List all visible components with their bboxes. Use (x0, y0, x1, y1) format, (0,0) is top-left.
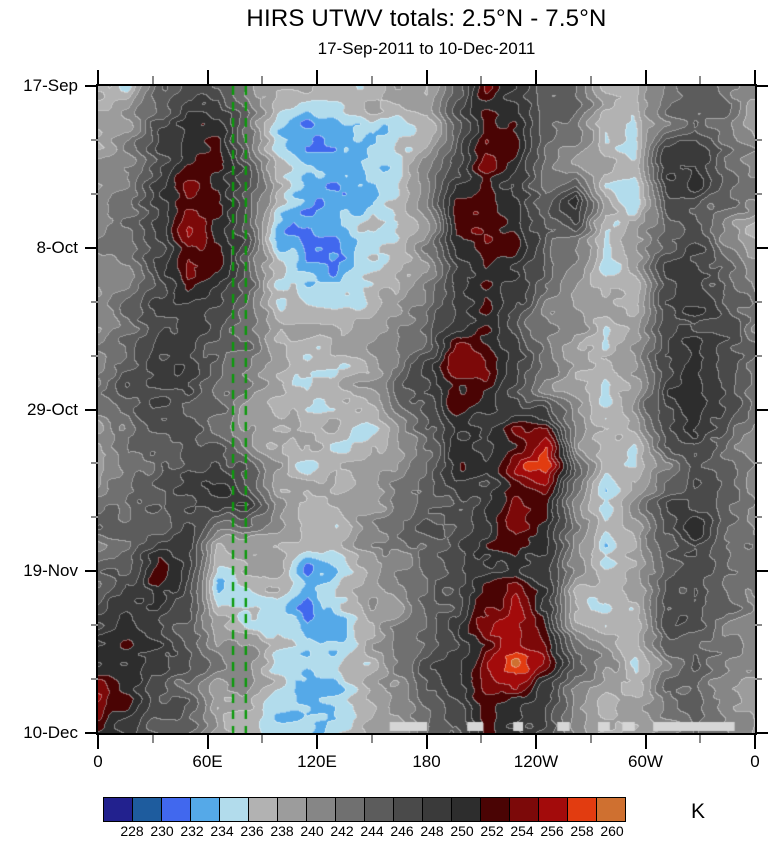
colorbar-swatch (277, 797, 307, 822)
x-axis-major-tick (97, 735, 99, 749)
x-axis-top-major-tick (206, 70, 209, 84)
x-axis-minor-tick (370, 735, 373, 743)
colorbar-cells (103, 797, 645, 822)
colorbar-swatch (248, 797, 278, 822)
colorbar-swatch (364, 797, 394, 822)
x-axis-tick-label: 0 (750, 752, 760, 771)
y-axis-right-major-tick (755, 246, 768, 249)
x-axis-major-tick (535, 735, 537, 749)
y-axis-right-major-tick (755, 732, 768, 734)
y-axis-tick-label: 19-Nov (23, 561, 78, 581)
x-axis-top-major-tick (754, 70, 756, 84)
colorbar-swatch (422, 797, 452, 822)
y-axis-right-minor-tick (755, 192, 762, 195)
y-axis-minor-tick (91, 678, 98, 681)
x-axis-major-tick (316, 735, 318, 749)
x-axis-tick-label: 180 (412, 752, 441, 771)
x-axis-top-major-tick (316, 70, 318, 84)
y-axis-right-major-tick (755, 85, 768, 87)
y-axis-tick-label: 17-Sep (23, 76, 78, 95)
x-axis-top-minor-tick (370, 76, 373, 84)
x-axis-minor-tick (589, 735, 592, 743)
colorbar-swatch (451, 797, 481, 822)
y-axis-major-tick (85, 732, 98, 734)
x-axis-tick-label: 120E (297, 752, 337, 771)
colorbar-unit-label: K (690, 800, 705, 823)
colorbar-tick-label: 260 (600, 823, 624, 839)
y-axis-right-minor-tick (755, 516, 762, 519)
colorbar-swatch (480, 797, 510, 822)
x-axis-minor-tick (699, 735, 702, 743)
y-axis-right-minor-tick (755, 354, 762, 357)
chart-subtitle: 17-Sep-2011 to 10-Dec-2011 (317, 39, 536, 58)
x-axis-tick-label: 120W (513, 752, 559, 771)
x-axis-top-minor-tick (151, 76, 154, 84)
y-axis-right-major-tick (755, 570, 768, 573)
colorbar-swatch (335, 797, 365, 822)
colorbar-swatch (161, 797, 191, 822)
y-axis-right-minor-tick (755, 300, 762, 303)
colorbar: 228 230 232 234 236 238 240 242 244 246 248 250 252 2… (103, 797, 645, 857)
x-axis-tick-label: 60W (628, 752, 663, 771)
heatmap-canvas (98, 86, 755, 733)
y-axis-major-tick (85, 85, 98, 87)
y-axis-minor-tick (91, 138, 98, 141)
plot-area (96, 84, 757, 735)
x-axis-top-minor-tick (699, 76, 702, 84)
x-axis-major-tick (754, 735, 756, 749)
y-axis-minor-tick (91, 300, 98, 303)
x-axis-minor-tick (261, 735, 264, 743)
x-axis-top-major-tick (97, 70, 99, 84)
colorbar-swatch (393, 797, 423, 822)
colorbar-swatch (567, 797, 597, 822)
x-axis-tick-label: 0 (93, 752, 103, 771)
y-axis-major-tick (85, 570, 98, 573)
colorbar-swatch (190, 797, 220, 822)
y-axis-tick-label: 10-Dec (23, 723, 78, 742)
y-axis-minor-tick (91, 354, 98, 357)
x-axis-minor-tick (151, 735, 154, 743)
colorbar-swatch (219, 797, 249, 822)
x-axis-tick-label: 60E (192, 752, 223, 771)
y-axis-minor-tick (91, 516, 98, 519)
y-axis-right-minor-tick (755, 138, 762, 141)
y-axis-tick-label: 29-Oct (26, 399, 78, 419)
x-axis-top-major-tick (535, 70, 537, 84)
x-axis-major-tick (206, 735, 209, 749)
figure-page: { "title": "HIRS UTWV totals: 2.5°N - 7.… (23, 5, 768, 839)
y-axis-right-minor-tick (755, 462, 762, 465)
colorbar-swatch (596, 797, 626, 822)
x-axis-major-tick (644, 735, 647, 749)
y-axis-right-major-tick (755, 408, 768, 411)
colorbar-swatch (538, 797, 568, 822)
x-axis-top-minor-tick (480, 76, 483, 84)
x-axis-top-major-tick (425, 70, 428, 84)
x-axis-minor-tick (480, 735, 483, 743)
x-axis-top-minor-tick (589, 76, 592, 84)
y-axis-major-tick (85, 246, 98, 249)
colorbar-swatch (132, 797, 162, 822)
y-axis-minor-tick (91, 624, 98, 627)
y-axis-minor-tick (91, 462, 98, 465)
y-axis-minor-tick (91, 192, 98, 195)
colorbar-swatch (103, 797, 133, 822)
colorbar-swatch (509, 797, 539, 822)
y-axis-tick-label: 8-Oct (36, 237, 78, 257)
chart-title: HIRS UTWV totals: 2.5°N - 7.5°N (246, 5, 607, 32)
colorbar-swatch (306, 797, 336, 822)
x-axis-top-major-tick (644, 70, 647, 84)
y-axis-right-minor-tick (755, 624, 762, 627)
x-axis-major-tick (425, 735, 428, 749)
y-axis-major-tick (85, 408, 98, 411)
x-axis-top-minor-tick (261, 76, 264, 84)
y-axis-right-minor-tick (755, 678, 762, 681)
